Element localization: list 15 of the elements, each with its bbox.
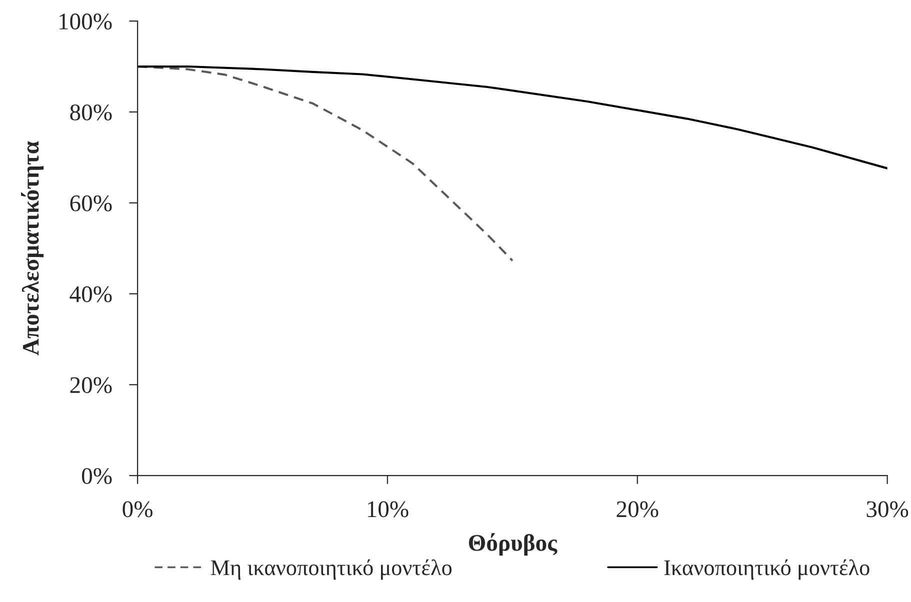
y-tick-label: 40% xyxy=(70,286,112,302)
y-tick-label: 60% xyxy=(70,195,112,212)
x-tick-label: 30% xyxy=(866,501,908,518)
y-tick-label: 100% xyxy=(60,14,112,30)
y-tick-label: 20% xyxy=(70,377,112,394)
legend-label: Ικανοποιητικό μοντέλο xyxy=(664,559,870,580)
legend-label: Μη ικανοποιητικό μοντέλο xyxy=(210,559,452,580)
y-axis-title: Αποτελεσματικότητα xyxy=(21,141,44,356)
x-tick-label: 10% xyxy=(368,501,408,518)
x-axis-title: Θόρυβος xyxy=(468,533,558,556)
y-tick-label: 0% xyxy=(82,468,112,484)
y-tick-label: 80% xyxy=(70,104,112,120)
x-tick-label: 20% xyxy=(616,501,658,518)
x-tick-label: 0% xyxy=(122,501,152,518)
line-series xyxy=(138,65,888,170)
